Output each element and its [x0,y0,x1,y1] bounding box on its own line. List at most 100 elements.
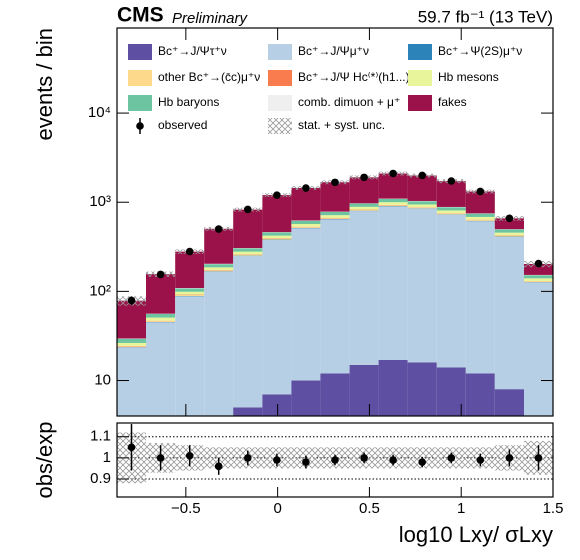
observed-point [447,177,456,185]
x-tick-label: 1.5 [543,500,564,517]
stack-segment [523,281,553,283]
ratio-frame [116,422,554,498]
stack-segment [436,213,466,215]
stack-segment [233,209,263,249]
stack-segment [465,213,495,217]
legend-swatch [268,44,292,60]
stack-segment [407,204,437,208]
y-tick-label: 1.1 [90,428,111,445]
ratio-point [156,454,165,462]
legend-swatch [268,118,292,134]
main-plot [117,169,553,416]
observed-point [185,247,194,256]
stack-segment [262,238,292,240]
cms-label: CMS [117,4,164,27]
stack-segment [175,295,205,296]
observed-point [214,225,223,233]
stack-segment [465,216,495,220]
stack-segment [494,389,524,416]
stack-segment [378,205,408,207]
legend-swatch [268,70,292,86]
stack-segment [204,271,234,416]
observed-point [418,171,427,180]
stack-segment [320,219,350,374]
stack-segment [523,263,553,275]
ratio-point [476,456,485,464]
lumi-label: 59.7 fb⁻¹ (13 TeV) [418,7,553,26]
stack-segment [291,187,321,221]
x-tick-label: −0.5 [171,500,201,517]
stack-segment [117,300,147,339]
stack-segment [349,177,379,204]
stack-segment [233,407,263,416]
legend-label: Hb mesons [438,70,499,84]
ratio-point [185,451,194,460]
stack-segment [320,215,350,218]
stack-segment [117,347,147,416]
observed-point [156,270,165,279]
stack-segment [378,359,408,416]
legend-label: Bc⁺→J/Ψμ⁺ν [298,44,369,58]
stack-segment [465,221,495,374]
stack-segment [320,182,350,212]
stack-segment [291,220,321,224]
legend-label: Bc⁺→J/Ψ Hc⁽*⁾(h1...) [298,70,410,84]
ratio-point [534,454,543,462]
stack-segment [233,248,263,252]
observed-point [476,187,485,196]
stack-segment [349,210,379,211]
legend-label: comb. dimuon + μ⁺ [298,95,400,109]
stack-segment [494,229,524,233]
legend-label: observed [158,118,207,132]
ratio-axis-title: obs/exp [32,421,57,498]
observed-point [331,178,339,187]
stack-segment [175,288,205,292]
ratio-point [244,454,252,462]
stack-segment [407,207,437,209]
observed-point [389,169,397,178]
stack-segment [494,236,524,390]
stack-segment [465,373,495,416]
stack-segment [291,228,321,381]
stack-segment [291,223,321,227]
stack-segment [175,291,205,295]
observed-point [273,191,281,199]
stack-segment [262,235,292,239]
stack-segment [204,264,234,268]
stack-segment [262,232,292,236]
stack-segment [146,321,176,322]
main-frame [116,27,554,417]
stack-segment [349,203,379,207]
legend-swatch [408,70,432,86]
observed-point [505,214,514,223]
legend-swatch [408,95,432,111]
legend-swatch [136,122,144,130]
stack-segment [204,228,234,264]
stack-segment [349,364,379,416]
y-tick-label: 10 [94,371,111,388]
stack-segment [291,227,321,228]
x-tick-label: 0 [273,500,281,517]
legend-swatch [128,95,152,111]
stack-segment [146,313,176,318]
stack-segment [494,232,524,236]
stack-segment [494,218,524,230]
y-tick-label: 10⁴ [88,104,111,121]
stack-segment [320,211,350,216]
stack-segment [204,267,234,271]
ratio-point [360,454,368,462]
stack-segment [407,362,437,416]
stack-segment [262,195,292,233]
stack-segment [233,254,263,256]
x-tick-label: 1 [457,500,465,517]
y-tick-label: 0.9 [90,470,111,487]
legend-label: Bc⁺→J/Ψτ⁺ν [158,44,227,58]
stack-segment [349,211,379,365]
observed-point [360,173,368,182]
ratio-point [331,456,339,464]
ratio-point [447,454,456,462]
y-tick-label: 10³ [89,193,111,210]
stack-segment [320,218,350,220]
stack-segment [378,198,408,203]
